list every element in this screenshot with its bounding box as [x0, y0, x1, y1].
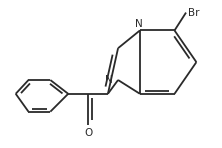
- Text: Br: Br: [188, 8, 200, 18]
- Text: O: O: [84, 128, 92, 137]
- Text: N: N: [105, 75, 113, 85]
- Text: N: N: [135, 19, 143, 29]
